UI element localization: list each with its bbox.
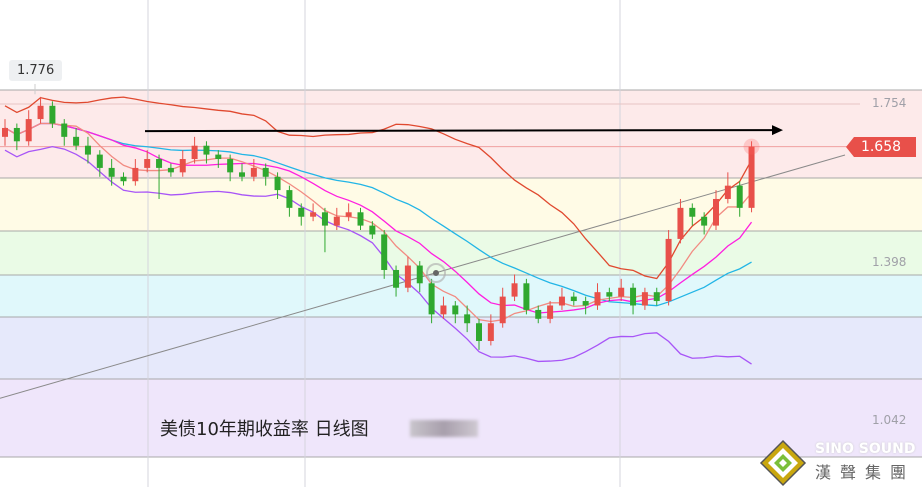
- candle-body: [428, 283, 435, 315]
- candle-body: [452, 305, 459, 315]
- background-band: [0, 231, 922, 275]
- candle-body: [630, 287, 637, 306]
- candle-body: [167, 167, 174, 173]
- candle-body: [25, 119, 32, 142]
- candle-body: [227, 159, 234, 173]
- candle-body: [618, 287, 625, 297]
- current-price-label: 1.658: [846, 137, 916, 157]
- crosshair-marker: [426, 263, 446, 283]
- candle-body: [310, 212, 317, 217]
- candle-body: [464, 314, 471, 324]
- candle-body: [203, 145, 210, 155]
- sma10-line: [4, 122, 753, 314]
- candle-body: [381, 234, 388, 270]
- candle-body: [73, 136, 80, 146]
- chart-title: 美债10年期收益率 日线图: [160, 419, 369, 440]
- candle-body: [487, 323, 494, 341]
- y-tick-label: 1.042: [872, 413, 907, 427]
- candle-body: [239, 172, 245, 177]
- candle-body: [132, 167, 139, 182]
- candle-body: [535, 309, 542, 319]
- candle-body: [511, 283, 518, 297]
- candle-body: [84, 145, 91, 155]
- candle-body: [250, 167, 257, 177]
- candle-body: [582, 301, 589, 306]
- sma5-line: [4, 122, 753, 323]
- crosshair-marker-dot: [433, 270, 439, 276]
- candle-body: [404, 265, 411, 288]
- candle-body: [547, 305, 554, 319]
- high-price-label: 1.776: [9, 60, 63, 81]
- background-band: [0, 317, 922, 379]
- resistance-arrow-line: [144, 129, 773, 133]
- candle-body: [49, 105, 56, 124]
- logo-text-cn: 漢聲集團: [815, 463, 916, 482]
- sma20-line: [4, 122, 752, 307]
- candle-body: [333, 216, 340, 226]
- candle-body: [689, 207, 696, 217]
- candle-body: [653, 292, 660, 302]
- y-tick-label: 1.754: [872, 96, 907, 110]
- candle-body: [570, 296, 577, 302]
- candle-body: [393, 269, 400, 288]
- candle-body: [37, 105, 44, 120]
- candle-body: [713, 198, 719, 226]
- background-band: [0, 275, 922, 317]
- candle-body: [298, 207, 305, 217]
- candle-body: [108, 167, 115, 177]
- candle-body: [144, 159, 151, 168]
- candle-body: [274, 176, 281, 191]
- blurred-watermark: [410, 420, 478, 437]
- arrow-head-icon: [772, 125, 783, 136]
- background-band: [0, 178, 922, 231]
- candle-body: [606, 292, 613, 297]
- logo-text-en: SINO SOUND: [815, 441, 916, 457]
- candle-body: [416, 265, 423, 284]
- candle-body: [357, 212, 364, 226]
- candle-body: [736, 185, 743, 208]
- candle-body: [262, 167, 269, 177]
- candle-body: [440, 305, 447, 315]
- candle-body: [748, 146, 755, 208]
- candle-body: [665, 238, 672, 302]
- candle-body: [724, 185, 731, 199]
- background-band: [0, 90, 922, 178]
- candle-body: [96, 154, 103, 168]
- y-tick-label: 1.398: [872, 255, 907, 269]
- candle-body: [120, 176, 127, 182]
- candle-body: [499, 296, 506, 324]
- candle-body: [641, 292, 648, 306]
- candle-body: [2, 127, 8, 137]
- candle-body: [61, 123, 68, 137]
- candle-body: [677, 207, 684, 239]
- current-price-glow: [743, 138, 760, 155]
- candle-body: [476, 323, 482, 341]
- candle-body: [523, 283, 530, 310]
- candle-body: [558, 296, 565, 306]
- candle-body: [286, 190, 293, 208]
- candle-body: [215, 154, 222, 160]
- candle-body: [701, 216, 708, 226]
- candle-body: [321, 212, 328, 226]
- candle-body: [13, 127, 20, 142]
- candle-body: [369, 225, 376, 235]
- bollinger-lower-line: [4, 146, 752, 365]
- candle-body: [179, 159, 186, 173]
- candle-body: [345, 212, 352, 217]
- candle-body: [594, 292, 601, 306]
- candle-body: [191, 145, 198, 160]
- candle-body: [156, 159, 163, 168]
- background-band: [0, 379, 922, 457]
